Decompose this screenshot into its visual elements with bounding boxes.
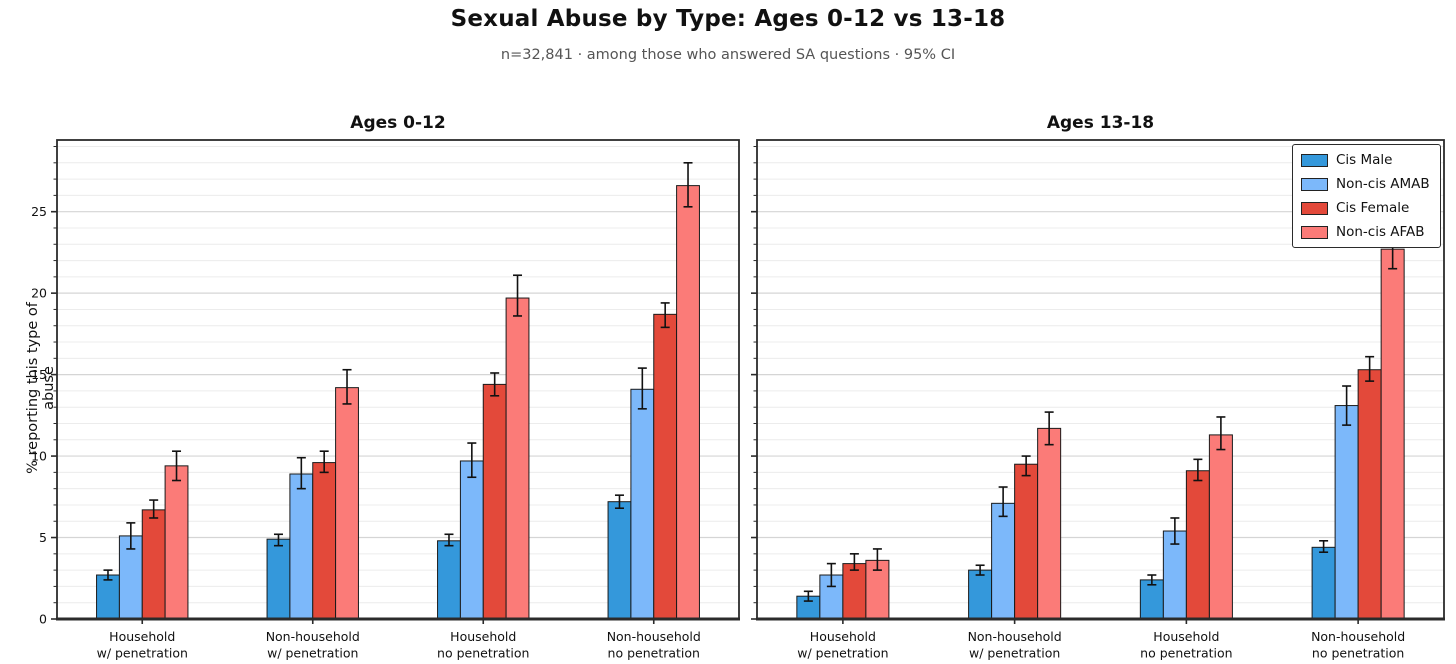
bar (437, 540, 461, 620)
x-tick-label: Household w/ penetration (797, 629, 888, 661)
legend-swatch-icon (1301, 153, 1328, 167)
bar (459, 460, 484, 620)
legend-row: Cis Female (1301, 198, 1430, 218)
y-tick-label: 15 (31, 367, 47, 382)
bar (676, 185, 700, 620)
bar (1014, 463, 1039, 620)
panel-title: Ages 13-18 (1047, 113, 1154, 133)
y-tick-label: 0 (39, 612, 47, 627)
bar (630, 388, 655, 620)
x-tick-label: Household w/ penetration (97, 629, 188, 661)
bar (1357, 369, 1382, 620)
bar (1380, 248, 1405, 620)
bar (335, 387, 359, 620)
bar (141, 509, 166, 620)
x-tick-label: Non-household w/ penetration (968, 629, 1062, 661)
legend-swatch-icon (1301, 225, 1328, 239)
y-tick-label: 20 (31, 286, 47, 301)
bar (607, 501, 632, 620)
bar (312, 462, 337, 620)
panel-title: Ages 0-12 (350, 113, 445, 133)
bar (289, 473, 314, 620)
bar (266, 538, 291, 620)
chart-subtitle: n=32,841 · among those who answered SA q… (500, 47, 956, 63)
x-tick-label: Non-household no penetration (1311, 629, 1405, 661)
x-tick-label: Non-household w/ penetration (266, 629, 360, 661)
y-tick-label: 10 (31, 449, 47, 464)
panel-ages-0-12: 0 5 10 15 20 25 Household w/ penetration Non-hou… (31, 113, 740, 661)
legend: Cis Male Non-cis AMAB Cis Female Non-cis AF… (1292, 144, 1441, 248)
bar (505, 297, 530, 620)
bar (1139, 579, 1164, 620)
legend-row: Non-cis AMAB (1301, 174, 1430, 194)
x-tick-label: Household no penetration (1140, 629, 1232, 661)
legend-label: Cis Female (1336, 200, 1410, 216)
legend-label: Non-cis AFAB (1336, 224, 1425, 240)
bar (968, 569, 993, 620)
y-tick-label: 5 (39, 530, 47, 545)
bar (164, 465, 189, 620)
y-axis-label: % reporting this type of abuse (25, 302, 57, 474)
bar (653, 313, 678, 620)
x-tick-label: Non-household no penetration (607, 629, 701, 661)
legend-swatch-icon (1301, 177, 1328, 191)
plot-area: 0 5 10 15 20 25 Household w/ penetration Non-hou… (31, 113, 740, 661)
bar (482, 383, 507, 620)
x-tick-label: Household no penetration (437, 629, 529, 661)
bar (1037, 427, 1062, 620)
bar (842, 563, 867, 620)
y-tick-label: 25 (31, 204, 47, 219)
legend-swatch-icon (1301, 201, 1328, 215)
bar (1311, 546, 1336, 620)
legend-label: Cis Male (1336, 152, 1393, 168)
bar (1334, 405, 1359, 620)
bar (1185, 470, 1210, 620)
chart-title: Sexual Abuse by Type: Ages 0-12 vs 13-18 (450, 6, 1006, 32)
legend-label: Non-cis AMAB (1336, 176, 1430, 192)
bar (991, 502, 1016, 620)
legend-row: Cis Male (1301, 150, 1430, 170)
legend-row: Non-cis AFAB (1301, 222, 1430, 242)
bar (1208, 434, 1233, 620)
bar (96, 574, 120, 620)
